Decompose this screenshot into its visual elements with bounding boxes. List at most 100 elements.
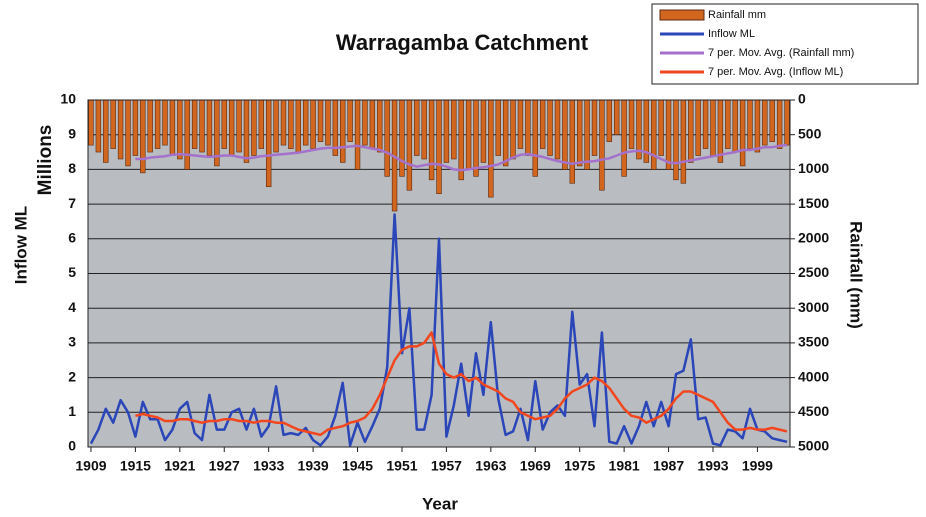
x-tick-label: 1993: [697, 458, 728, 474]
bar: [317, 99, 324, 142]
bar: [488, 99, 494, 198]
y2-tick-label: 2000: [798, 230, 829, 246]
y-tick-label: 6: [68, 230, 76, 246]
bar: [628, 99, 635, 149]
bar: [377, 99, 383, 153]
bar: [554, 99, 561, 160]
bar: [354, 99, 361, 170]
bar: [177, 99, 183, 160]
bar: [206, 99, 213, 156]
y2-tick-label: 4500: [798, 403, 829, 419]
x-tick-label: 1921: [164, 458, 195, 474]
bar: [295, 99, 302, 153]
x-tick-label: 1945: [342, 458, 373, 474]
y2-axis-label: Rainfall (mm): [847, 221, 866, 329]
bar: [606, 99, 613, 142]
bar: [673, 99, 679, 181]
bar: [784, 99, 790, 146]
bar: [421, 99, 427, 160]
bar: [473, 99, 479, 177]
bar: [547, 99, 553, 156]
y-unit-label: Millions: [35, 125, 56, 196]
bar: [399, 99, 405, 177]
bar: [569, 99, 575, 184]
bar: [221, 99, 227, 149]
bar: [702, 99, 709, 149]
bar: [443, 99, 450, 163]
x-tick-label: 1957: [431, 458, 462, 474]
bar: [140, 99, 146, 174]
bar: [273, 99, 279, 153]
bar: [747, 99, 753, 149]
bar: [599, 99, 605, 191]
y-tick-label: 7: [68, 195, 76, 211]
y-tick-label: 10: [60, 91, 76, 107]
legend-swatch: [659, 9, 705, 21]
legend-label: Rainfall mm: [708, 9, 766, 21]
bar: [769, 99, 775, 142]
chart-title: Warragamba Catchment: [336, 30, 589, 55]
bar: [621, 99, 627, 177]
bar: [310, 99, 316, 149]
bar: [258, 99, 264, 149]
line: [135, 331, 788, 437]
bar: [665, 99, 672, 170]
plot-border: [87, 99, 791, 448]
bar: [414, 99, 420, 156]
bar: [369, 99, 376, 149]
y2-tick-label: 3500: [798, 334, 829, 350]
x-tick-label: 1969: [520, 458, 551, 474]
bar: [303, 99, 309, 146]
bar: [451, 99, 457, 160]
y-axis-label: Inflow ML: [11, 206, 30, 284]
bar: [532, 99, 538, 177]
y-tick-label: 8: [68, 160, 76, 176]
x-tick-label: 1939: [298, 458, 329, 474]
bar: [776, 99, 783, 149]
bar: [406, 99, 413, 191]
bar: [502, 99, 509, 167]
bar: [658, 99, 664, 156]
bar: [465, 99, 472, 170]
x-tick-label: 1951: [386, 458, 417, 474]
bar: [584, 99, 590, 170]
bar: [688, 99, 694, 163]
bar: [739, 99, 746, 167]
bar: [614, 99, 620, 136]
bar: [191, 99, 198, 149]
bar: [228, 99, 235, 156]
y-tick-label: 1: [68, 403, 76, 419]
y-tick-label: 4: [68, 299, 76, 315]
bar: [517, 99, 524, 149]
y2-tick-label: 3000: [798, 299, 829, 315]
bar: [762, 99, 768, 146]
bar: [162, 99, 168, 146]
bar: [243, 99, 250, 163]
x-axis-label: Year: [422, 494, 458, 513]
bar: [199, 99, 205, 153]
y2-tick-label: 0: [798, 91, 806, 107]
x-tick-label: 1909: [75, 458, 106, 474]
bar: [458, 99, 464, 181]
bar: [347, 99, 353, 142]
x-tick-label: 1915: [120, 458, 151, 474]
y2-tick-label: 1000: [798, 160, 829, 176]
bar: [95, 99, 102, 153]
legend-label: 7 per. Mov. Avg. (Rainfall mm): [708, 47, 854, 59]
bar: [562, 99, 568, 170]
bar: [169, 99, 176, 156]
bar: [651, 99, 657, 170]
bar: [717, 99, 724, 163]
x-tick-label: 1981: [609, 458, 640, 474]
bar: [154, 99, 161, 149]
bar: [480, 99, 487, 163]
y-tick-label: 3: [68, 334, 76, 350]
bar: [384, 99, 390, 177]
bar: [510, 99, 516, 160]
x-tick-label: 1975: [564, 458, 595, 474]
bar: [591, 99, 598, 156]
legend-label: 7 per. Mov. Avg. (Inflow ML): [708, 66, 843, 78]
x-tick-label: 1927: [209, 458, 240, 474]
bar: [280, 99, 287, 146]
bar: [539, 99, 546, 149]
